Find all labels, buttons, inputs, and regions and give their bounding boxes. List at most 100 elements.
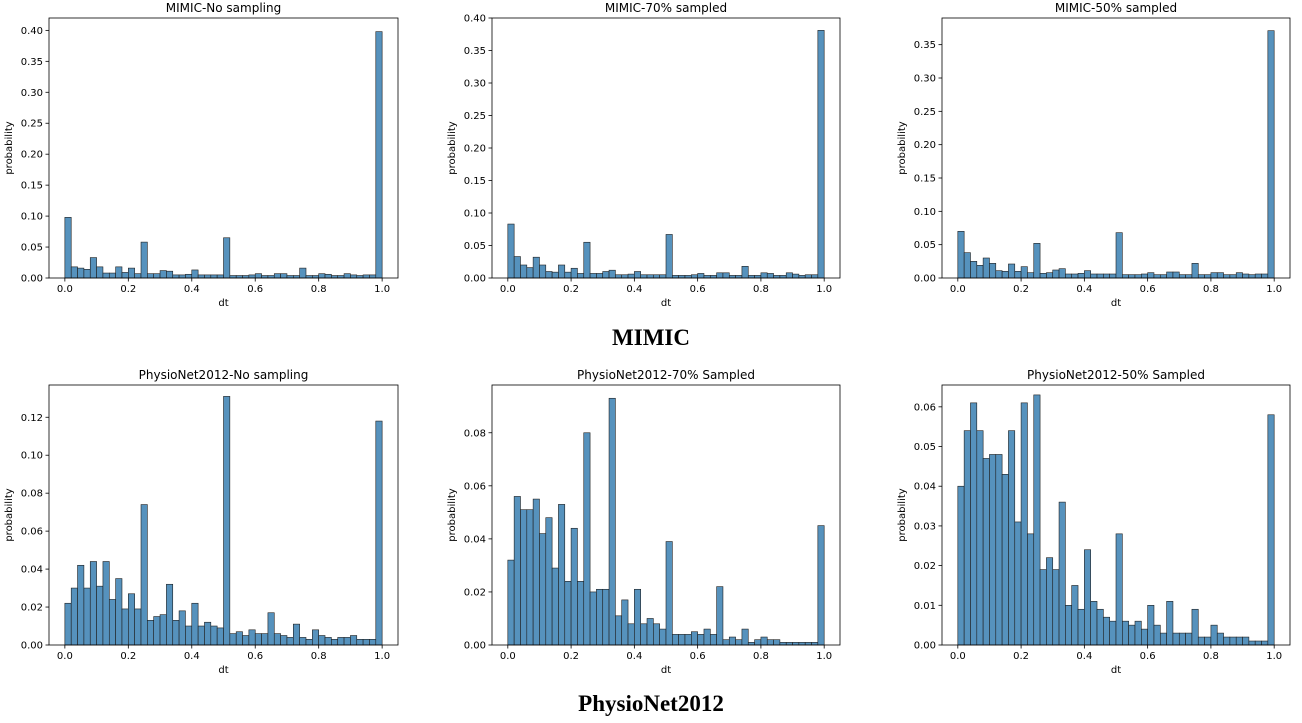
y-tick-label: 0.00 xyxy=(21,641,43,652)
x-tick-label: 0.8 xyxy=(753,284,769,295)
histogram-bar xyxy=(77,564,85,646)
x-tick-label: 1.0 xyxy=(1266,284,1282,295)
y-tick-label: 0.00 xyxy=(914,641,936,652)
histogram-bar xyxy=(1071,585,1079,646)
histogram-bar xyxy=(551,271,559,279)
histogram-bar xyxy=(982,257,990,279)
histogram-bar xyxy=(248,629,256,646)
histogram-bar xyxy=(1020,402,1028,646)
histogram-bar xyxy=(178,610,186,646)
histogram-bar xyxy=(1204,274,1212,279)
y-tick-label: 0.10 xyxy=(21,212,43,223)
x-tick-label: 0.8 xyxy=(311,284,327,295)
y-tick-label: 0.35 xyxy=(914,40,936,51)
histogram-bar xyxy=(1096,273,1104,279)
histogram-bar xyxy=(697,634,705,646)
y-tick-label: 0.00 xyxy=(914,274,936,285)
chart-panel-2: 0.0 0.2 0.4 0.6 0.8 1.0 0.00 0.05 0.10 0.15 0.20 0.… xyxy=(447,1,841,309)
chart-panel-6: 0.0 0.2 0.4 0.6 0.8 1.0 0.00 0.01 0.02 0.03 0.04 0.… xyxy=(897,368,1291,676)
histogram-bar xyxy=(178,274,186,279)
histogram-bar xyxy=(989,454,997,646)
histogram-bar xyxy=(1109,273,1117,279)
histogram-bar xyxy=(1134,274,1142,279)
histogram-bar xyxy=(621,274,629,279)
histogram-bar xyxy=(83,587,91,646)
y-tick-label: 0.01 xyxy=(914,601,936,612)
histogram-bar xyxy=(1039,569,1047,646)
histogram-bar xyxy=(970,261,978,279)
histogram-bar xyxy=(583,241,591,279)
histogram-bar xyxy=(197,274,205,279)
histogram-bar xyxy=(191,602,199,646)
histogram-bar xyxy=(1090,601,1098,646)
histogram-bar xyxy=(1267,30,1275,279)
histogram-bar xyxy=(665,541,673,646)
histogram-bar xyxy=(172,274,180,279)
histogram-bar xyxy=(299,267,307,279)
histogram-bar xyxy=(185,273,193,279)
histogram-bar xyxy=(292,623,300,646)
axes-frame xyxy=(48,384,399,646)
histogram-bar xyxy=(1058,268,1066,279)
chart-panel-5: 0.0 0.2 0.4 0.6 0.8 1.0 0.00 0.02 0.04 0.06 0.08 Ph… xyxy=(447,368,841,676)
histogram-bar xyxy=(627,273,635,279)
x-tick-label: 1.0 xyxy=(1266,651,1282,662)
histogram-bar xyxy=(1077,273,1085,279)
histogram-bar xyxy=(634,588,641,646)
chart-title: MIMIC-70% sampled xyxy=(605,1,727,15)
chart-panel-1: 0.0 0.2 0.4 0.6 0.8 1.0 0.00 0.05 0.10 0.15 0.20 0.… xyxy=(4,1,399,309)
histogram-bar xyxy=(982,458,990,646)
histogram-bar xyxy=(957,231,965,279)
x-tick-label: 0.2 xyxy=(563,284,579,295)
histogram-bar xyxy=(728,636,736,646)
histogram-bar xyxy=(1071,273,1079,279)
histogram-bar xyxy=(1210,624,1218,646)
y-tick-label: 0.00 xyxy=(464,641,486,652)
y-tick-label: 0.00 xyxy=(21,274,43,285)
histogram-bar xyxy=(691,631,698,646)
chart-title: PhysioNet2012-70% Sampled xyxy=(577,368,755,382)
histogram-bar xyxy=(1027,533,1035,646)
histogram-bar xyxy=(558,264,566,279)
histogram-bar xyxy=(659,274,667,279)
histogram-bar xyxy=(716,272,724,279)
histogram-bar xyxy=(545,517,553,646)
histogram-bar xyxy=(128,593,135,646)
x-tick-label: 0.2 xyxy=(563,651,579,662)
x-tick-label: 0.6 xyxy=(1140,284,1156,295)
y-tick-label: 0.04 xyxy=(21,565,43,576)
histogram-bar xyxy=(976,265,984,279)
histogram-bar xyxy=(995,454,1003,646)
y-tick-label: 0.15 xyxy=(914,174,936,185)
y-tick-label: 0.05 xyxy=(914,442,936,453)
histogram-bar xyxy=(1153,274,1161,279)
histogram-bar xyxy=(1197,636,1205,646)
histogram-bar xyxy=(261,633,269,646)
histogram-bar xyxy=(754,639,762,646)
y-axis-label: probability xyxy=(4,488,15,541)
histogram-bar xyxy=(324,637,332,646)
histogram-bar xyxy=(545,271,553,279)
x-axis-label: dt xyxy=(218,665,228,676)
y-tick-label: 0.08 xyxy=(464,428,486,439)
axes-frame xyxy=(48,17,399,279)
histogram-bar xyxy=(551,567,559,646)
histogram-bar xyxy=(1166,271,1174,279)
histogram-bar xyxy=(602,271,610,279)
histogram-bar xyxy=(1001,474,1009,646)
histogram-bar xyxy=(760,636,768,646)
histogram-bar xyxy=(589,591,597,646)
chart-panel-3: 0.0 0.2 0.4 0.6 0.8 1.0 0.00 0.05 0.10 0.15 0.20 0.… xyxy=(897,1,1291,309)
histogram-bar xyxy=(596,588,604,646)
histogram-bar xyxy=(526,509,534,646)
histogram-bar xyxy=(558,504,566,646)
y-tick-label: 0.02 xyxy=(464,587,486,598)
y-tick-label: 0.06 xyxy=(914,402,936,413)
histogram-bar xyxy=(532,256,540,279)
histogram-bar xyxy=(564,581,572,646)
histogram-bar xyxy=(615,274,623,279)
histogram-bar xyxy=(362,639,370,646)
x-tick-label: 0.0 xyxy=(57,284,73,295)
y-tick-label: 0.06 xyxy=(464,481,486,492)
